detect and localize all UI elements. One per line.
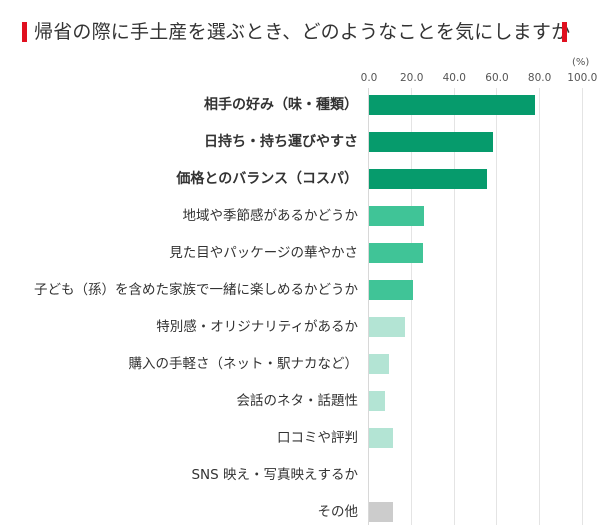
gridline-0: [368, 88, 369, 525]
gridline-80: [539, 88, 540, 525]
bar: [369, 391, 385, 411]
x-tick: 80.0: [527, 72, 552, 84]
x-tick: 0.0: [360, 72, 378, 84]
category-label: 地域や季節感があるかどうか: [182, 208, 359, 224]
x-tick: 100.0: [567, 72, 598, 84]
gridline-60: [496, 88, 497, 525]
title-accent-bar-right: [562, 22, 567, 42]
bar: [369, 132, 493, 152]
category-label: 価格とのバランス（コスパ）: [176, 171, 358, 187]
bar: [369, 95, 535, 115]
category-label: 会話のネタ・話題性: [236, 393, 359, 409]
bar: [369, 354, 390, 374]
title-accent-bar-left: [22, 22, 27, 42]
x-tick: 20.0: [399, 72, 424, 84]
bar: [369, 169, 488, 189]
chart-title: 帰省の際に手土産を選ぶとき、どのようなことを気にしますか: [0, 18, 615, 46]
category-label: その他: [317, 504, 359, 520]
chart-title-text: 帰省の際に手土産を選ぶとき、どのようなことを気にしますか: [34, 21, 571, 43]
x-tick: 60.0: [485, 72, 509, 84]
category-label: 見た目やパッケージの華やかさ: [169, 245, 358, 261]
x-tick: 40.0: [442, 72, 466, 84]
gridline-20: [411, 88, 412, 525]
bar: [369, 317, 405, 337]
category-label: 日持ち・持ち運びやすさ: [204, 134, 358, 150]
bar: [369, 243, 423, 263]
category-label: 口コミや評判: [277, 430, 358, 446]
bar: [369, 280, 413, 300]
category-label: 相手の好み（味・種類）: [204, 97, 358, 113]
gridline-40: [454, 88, 455, 525]
category-label: SNS 映え・写真映えするか: [191, 467, 358, 483]
bar: [369, 428, 393, 448]
category-label: 特別感・オリジナリティがあるか: [156, 319, 358, 335]
category-label: 購入の手軽さ（ネット・駅ナカなど）: [128, 356, 359, 372]
gridline-100: [582, 88, 583, 525]
category-label: 子ども（孫）を含めた家族で一緒に楽しめるかどうか: [34, 282, 358, 298]
bar: [369, 206, 425, 226]
axis-unit-label: (%): [572, 57, 590, 68]
bar: [369, 502, 393, 522]
